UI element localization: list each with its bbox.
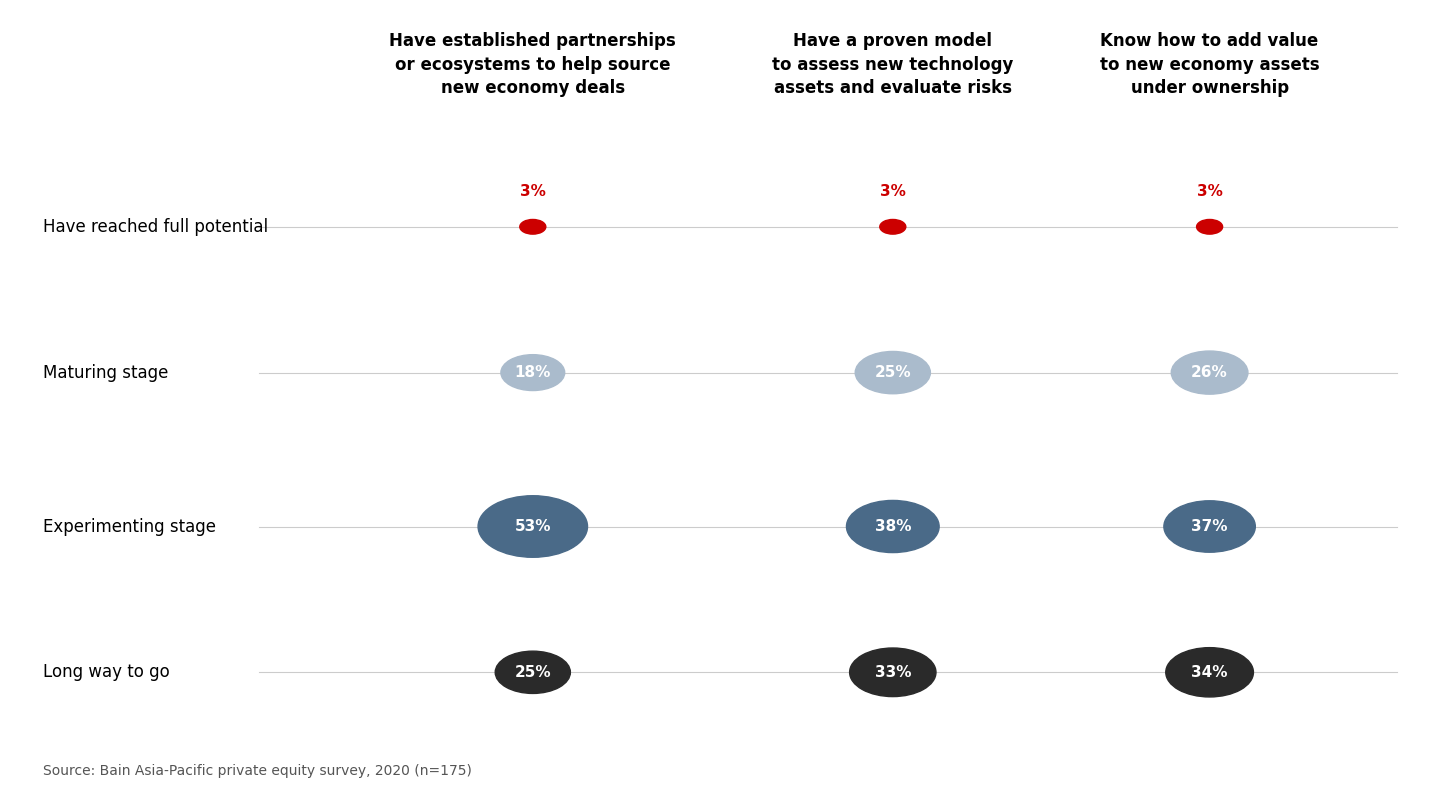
Circle shape bbox=[501, 355, 564, 390]
Text: 38%: 38% bbox=[874, 519, 912, 534]
Text: Have established partnerships
or ecosystems to help source
new economy deals: Have established partnerships or ecosyst… bbox=[389, 32, 677, 97]
Circle shape bbox=[1197, 220, 1223, 234]
Circle shape bbox=[847, 501, 939, 552]
Text: 3%: 3% bbox=[880, 184, 906, 199]
Text: Source: Bain Asia-Pacific private equity survey, 2020 (n=175): Source: Bain Asia-Pacific private equity… bbox=[43, 764, 472, 778]
Circle shape bbox=[495, 651, 570, 693]
Circle shape bbox=[1166, 648, 1253, 697]
Text: 25%: 25% bbox=[514, 665, 552, 680]
Text: Have reached full potential: Have reached full potential bbox=[43, 218, 268, 236]
Text: Maturing stage: Maturing stage bbox=[43, 364, 168, 382]
Circle shape bbox=[520, 220, 546, 234]
Text: Have a proven model
to assess new technology
assets and evaluate risks: Have a proven model to assess new techno… bbox=[772, 32, 1014, 97]
Text: 53%: 53% bbox=[514, 519, 552, 534]
Text: 37%: 37% bbox=[1191, 519, 1228, 534]
Text: 25%: 25% bbox=[874, 365, 912, 380]
Circle shape bbox=[880, 220, 906, 234]
Text: Experimenting stage: Experimenting stage bbox=[43, 518, 216, 535]
Text: Know how to add value
to new economy assets
under ownership: Know how to add value to new economy ass… bbox=[1100, 32, 1319, 97]
Circle shape bbox=[1171, 351, 1248, 394]
Text: 18%: 18% bbox=[514, 365, 552, 380]
Text: Long way to go: Long way to go bbox=[43, 663, 170, 681]
Circle shape bbox=[850, 648, 936, 697]
Text: 3%: 3% bbox=[1197, 184, 1223, 199]
Text: 3%: 3% bbox=[520, 184, 546, 199]
Circle shape bbox=[478, 496, 588, 557]
Text: 26%: 26% bbox=[1191, 365, 1228, 380]
Text: 33%: 33% bbox=[874, 665, 912, 680]
Circle shape bbox=[855, 352, 930, 394]
Circle shape bbox=[1164, 501, 1256, 552]
Text: 34%: 34% bbox=[1191, 665, 1228, 680]
